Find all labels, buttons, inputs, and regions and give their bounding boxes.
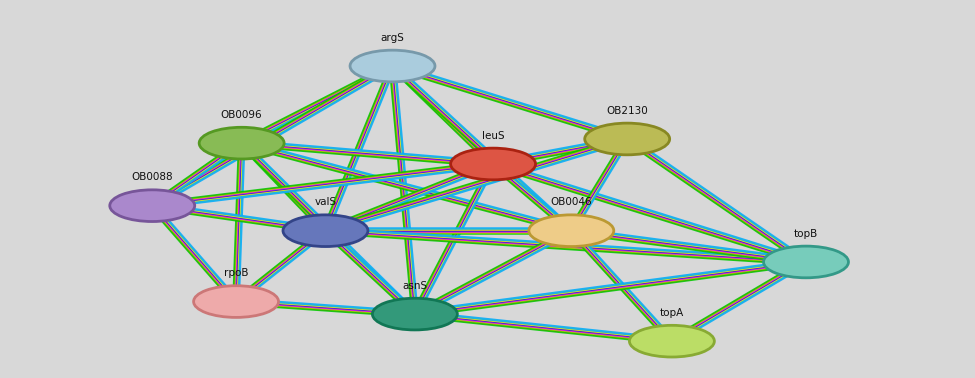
Circle shape — [283, 215, 368, 246]
Circle shape — [350, 50, 435, 82]
Text: asnS: asnS — [403, 281, 427, 291]
Text: rpoB: rpoB — [224, 268, 249, 278]
Text: OB0046: OB0046 — [551, 197, 592, 208]
Text: argS: argS — [380, 33, 405, 43]
Circle shape — [372, 298, 457, 330]
Circle shape — [528, 215, 614, 246]
Text: topB: topB — [794, 229, 818, 239]
Circle shape — [194, 286, 279, 318]
Text: leuS: leuS — [482, 131, 504, 141]
Circle shape — [630, 325, 715, 357]
Circle shape — [450, 148, 535, 180]
Text: OB2130: OB2130 — [606, 105, 648, 116]
Text: valS: valS — [314, 197, 336, 208]
Circle shape — [110, 190, 195, 222]
Circle shape — [763, 246, 848, 278]
Text: OB0088: OB0088 — [132, 172, 174, 182]
Circle shape — [585, 123, 670, 155]
Circle shape — [199, 127, 284, 159]
Text: topA: topA — [660, 308, 684, 318]
Text: OB0096: OB0096 — [221, 110, 262, 120]
